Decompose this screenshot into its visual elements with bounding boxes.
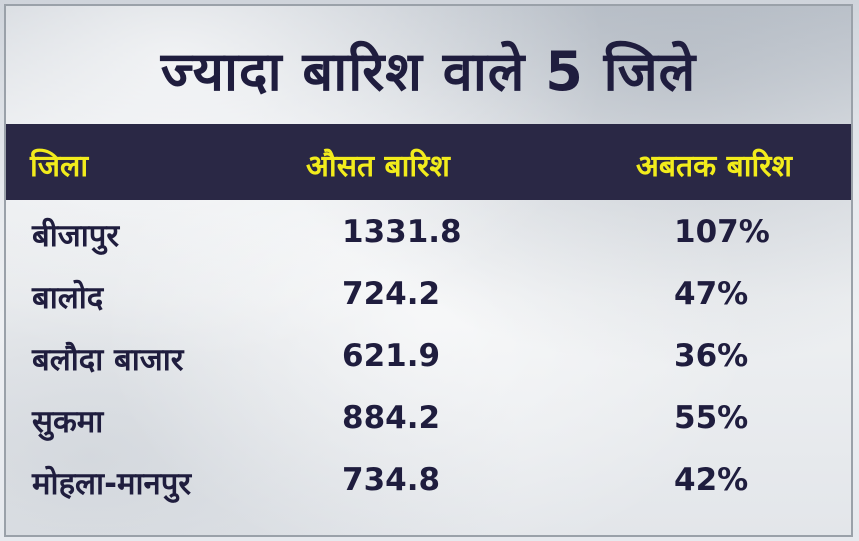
table-row: बलौदा बाजार 621.9 36% [6,324,851,386]
table-row: मोहला-मानपुर 734.8 42% [6,448,851,510]
header-average-rain: औसत बारिश [306,149,450,184]
cell-average: 621.9 [342,338,441,374]
table-body: बीजापुर 1331.8 107% बालोद 724.2 47% बलौद… [6,200,851,510]
table-row: बीजापुर 1331.8 107% [6,200,851,262]
header-district: जिला [30,149,89,184]
cell-district: बालोद [32,280,104,316]
cell-average: 724.2 [342,276,441,312]
table-header: जिला औसत बारिश अबतक बारिश [6,124,851,200]
table-row: सुकमा 884.2 55% [6,386,851,448]
page-title: ज्यादा बारिश वाले 5 जिले [160,40,697,103]
cell-district: बीजापुर [32,218,120,254]
cell-district: बलौदा बाजार [32,342,184,378]
infographic-frame: ज्यादा बारिश वाले 5 जिले जिला औसत बारिश … [4,4,853,537]
cell-district: मोहला-मानपुर [32,466,191,502]
table-row: बालोद 724.2 47% [6,262,851,324]
cell-so-far: 47% [674,276,749,312]
cell-district: सुकमा [32,404,104,440]
cell-so-far: 36% [674,338,749,374]
cell-so-far: 55% [674,400,749,436]
cell-average: 1331.8 [342,214,462,250]
cell-average: 734.8 [342,462,441,498]
cell-average: 884.2 [342,400,441,436]
header-rain-so-far: अबतक बारिश [636,149,792,184]
cell-so-far: 42% [674,462,749,498]
cell-so-far: 107% [674,214,770,250]
